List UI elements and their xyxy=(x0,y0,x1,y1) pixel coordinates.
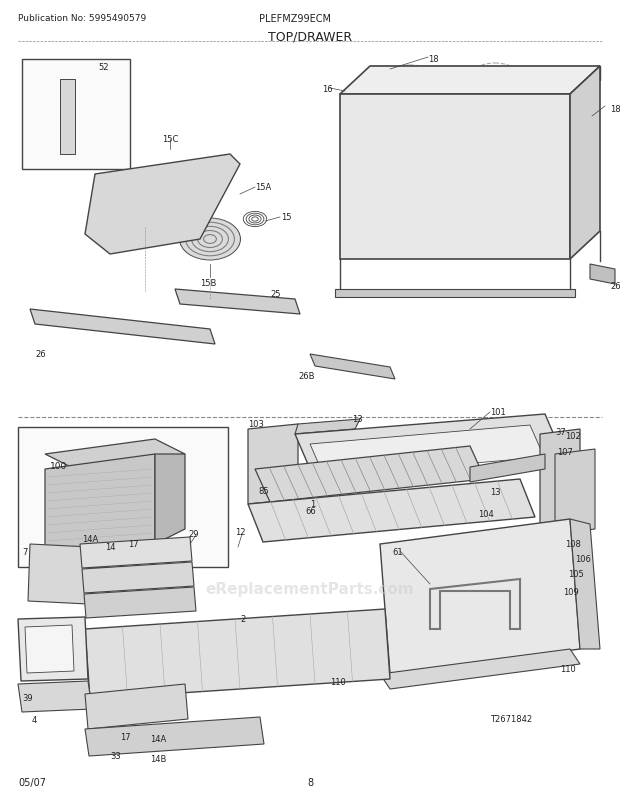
Text: 39: 39 xyxy=(22,693,33,702)
Text: 15B: 15B xyxy=(200,278,216,288)
Text: 14A: 14A xyxy=(150,734,166,743)
Ellipse shape xyxy=(468,492,482,502)
Text: 12: 12 xyxy=(235,528,246,537)
Polygon shape xyxy=(570,520,600,649)
Text: 15: 15 xyxy=(281,213,291,221)
Polygon shape xyxy=(295,415,560,469)
Text: PLEFMZ99ECM: PLEFMZ99ECM xyxy=(259,14,331,24)
Text: 100: 100 xyxy=(50,461,67,471)
Text: 13: 13 xyxy=(352,415,363,423)
Polygon shape xyxy=(340,67,600,95)
Text: 104: 104 xyxy=(478,509,494,518)
Polygon shape xyxy=(295,419,360,435)
Polygon shape xyxy=(248,424,298,504)
Ellipse shape xyxy=(588,115,595,119)
Polygon shape xyxy=(255,447,485,502)
Polygon shape xyxy=(85,717,264,756)
Polygon shape xyxy=(248,480,535,542)
Text: 33: 33 xyxy=(110,751,121,760)
Text: 18: 18 xyxy=(428,55,438,64)
Text: 26B: 26B xyxy=(298,371,314,380)
Polygon shape xyxy=(555,449,595,534)
Text: 102: 102 xyxy=(565,431,581,440)
Text: 106: 106 xyxy=(575,554,591,563)
Polygon shape xyxy=(310,426,544,476)
Text: 05/07: 05/07 xyxy=(18,777,46,787)
Text: 7: 7 xyxy=(22,547,27,557)
Text: 25: 25 xyxy=(270,290,280,298)
Text: T2671842: T2671842 xyxy=(490,714,532,723)
Text: eReplacementParts.com: eReplacementParts.com xyxy=(206,581,414,597)
Text: 109: 109 xyxy=(563,587,578,596)
Polygon shape xyxy=(45,455,155,559)
Text: 4: 4 xyxy=(32,715,37,724)
Text: 18: 18 xyxy=(610,105,620,114)
Text: 16: 16 xyxy=(322,85,332,94)
Polygon shape xyxy=(80,537,192,569)
Polygon shape xyxy=(175,290,300,314)
Polygon shape xyxy=(335,290,575,298)
Text: 37: 37 xyxy=(555,427,565,436)
Polygon shape xyxy=(540,429,580,534)
Text: 105: 105 xyxy=(568,569,584,578)
Ellipse shape xyxy=(539,444,546,449)
Polygon shape xyxy=(155,455,185,545)
Polygon shape xyxy=(45,439,185,469)
Polygon shape xyxy=(18,618,88,681)
Ellipse shape xyxy=(120,179,170,211)
Polygon shape xyxy=(28,545,90,604)
Text: 26A: 26A xyxy=(610,282,620,290)
Text: 1: 1 xyxy=(310,500,315,508)
Text: 15C: 15C xyxy=(162,135,179,144)
Polygon shape xyxy=(380,520,580,674)
Polygon shape xyxy=(18,427,228,567)
Text: 14B: 14B xyxy=(150,754,166,763)
Polygon shape xyxy=(340,95,570,260)
Polygon shape xyxy=(84,587,196,618)
Polygon shape xyxy=(570,67,600,260)
Text: 2: 2 xyxy=(240,614,246,623)
Text: TOP/DRAWER: TOP/DRAWER xyxy=(268,30,352,43)
Text: 61: 61 xyxy=(392,547,402,557)
Polygon shape xyxy=(18,681,92,712)
Text: 29: 29 xyxy=(188,529,198,538)
Ellipse shape xyxy=(291,486,309,500)
Polygon shape xyxy=(25,626,74,673)
Text: 101: 101 xyxy=(490,407,506,416)
Text: 52: 52 xyxy=(98,63,108,72)
Ellipse shape xyxy=(384,68,392,74)
Polygon shape xyxy=(85,684,188,729)
Text: 17: 17 xyxy=(128,539,139,549)
Polygon shape xyxy=(310,354,395,379)
Ellipse shape xyxy=(180,219,240,261)
Polygon shape xyxy=(380,649,580,689)
Text: 110: 110 xyxy=(330,677,346,687)
Polygon shape xyxy=(60,80,75,155)
Text: 26: 26 xyxy=(35,350,46,358)
Text: 103: 103 xyxy=(248,419,264,428)
Text: 15A: 15A xyxy=(255,183,272,192)
Text: 14A: 14A xyxy=(82,534,98,543)
Ellipse shape xyxy=(488,490,496,496)
Polygon shape xyxy=(85,610,390,699)
Text: 13: 13 xyxy=(490,488,500,496)
Text: 17: 17 xyxy=(120,732,131,741)
Ellipse shape xyxy=(286,482,314,504)
Polygon shape xyxy=(85,155,240,255)
Text: 85: 85 xyxy=(258,486,268,496)
Polygon shape xyxy=(30,310,215,345)
Text: 66: 66 xyxy=(305,506,316,516)
Polygon shape xyxy=(370,67,600,81)
Text: 110: 110 xyxy=(560,664,576,673)
Text: 107: 107 xyxy=(557,448,573,456)
Polygon shape xyxy=(590,265,615,285)
Ellipse shape xyxy=(183,171,217,192)
Text: 108: 108 xyxy=(565,539,581,549)
Polygon shape xyxy=(82,562,194,593)
Polygon shape xyxy=(22,60,130,170)
Polygon shape xyxy=(470,455,545,482)
Text: Publication No: 5995490579: Publication No: 5995490579 xyxy=(18,14,146,23)
Text: 8: 8 xyxy=(307,777,313,787)
Text: 14: 14 xyxy=(105,542,115,551)
